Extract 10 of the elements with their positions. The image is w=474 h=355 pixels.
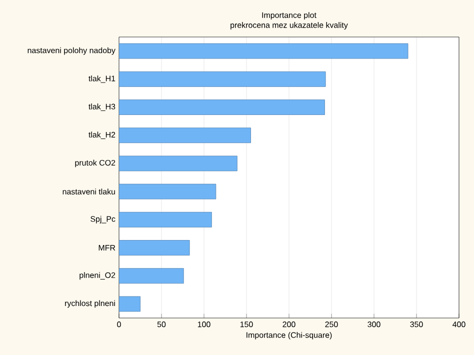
bar [119,156,238,172]
bar [119,184,216,200]
bar [119,240,190,256]
bar [119,212,212,228]
bar [119,128,251,144]
bar [119,71,326,87]
bar [119,43,408,59]
bar [119,296,140,312]
bar [119,268,184,284]
bar [119,100,325,115]
